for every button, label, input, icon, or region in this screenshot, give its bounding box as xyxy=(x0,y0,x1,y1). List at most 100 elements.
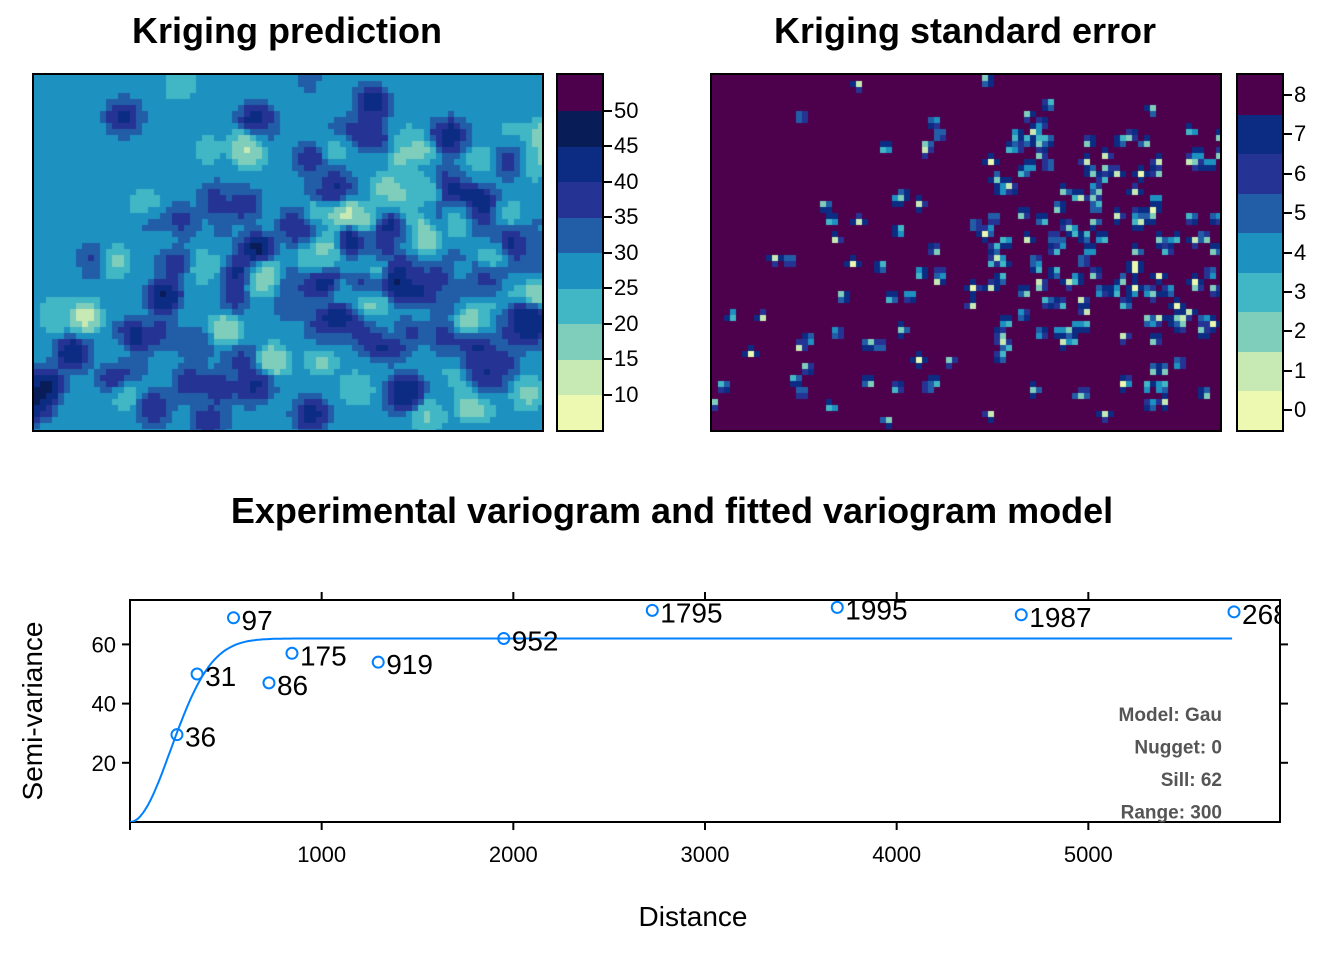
point-label: 919 xyxy=(386,649,433,680)
colorbar-band xyxy=(1238,390,1282,430)
x-tick-label: 5000 xyxy=(1064,842,1113,867)
variogram-title: Experimental variogram and fitted variog… xyxy=(230,490,1114,531)
colorbar-tick-label: 15 xyxy=(614,346,639,371)
colorbar-band xyxy=(558,146,602,182)
colorbar-tick xyxy=(604,322,612,325)
colorbar-band xyxy=(1238,193,1282,234)
colorbar-band xyxy=(558,323,602,360)
variogram-point xyxy=(262,676,276,690)
colorbar-tick-label: 35 xyxy=(614,204,639,229)
colorbar-band xyxy=(1238,272,1282,313)
y-tick-label: 20 xyxy=(92,751,116,776)
variogram-point xyxy=(170,728,184,742)
colorbar-tick xyxy=(604,287,612,289)
colorbar-band xyxy=(558,110,602,147)
stderr-title: Kriging standard error xyxy=(773,10,1157,51)
colorbar-tick-label: 0 xyxy=(1294,397,1307,423)
plot-frame xyxy=(129,599,1281,823)
stderr-raster xyxy=(712,75,1220,430)
point-label: 175 xyxy=(300,640,347,671)
colorbar-band xyxy=(558,394,602,430)
variogram-plot: 1000 2000 3000 4000 5000 20 40 60 Distance Semi-v… xyxy=(17,592,1289,932)
colorbar-tick-label: 20 xyxy=(614,310,639,336)
colorbar-tick xyxy=(604,180,612,183)
stderr-map xyxy=(710,73,1222,432)
prediction-raster xyxy=(34,75,542,430)
colorbar-band xyxy=(558,252,602,289)
point-label: 1995 xyxy=(845,594,907,625)
colorbar-tick-label: 30 xyxy=(614,239,639,265)
colorbar-tick xyxy=(1284,290,1292,293)
colorbar-tick xyxy=(1284,369,1292,372)
colorbar-tick xyxy=(604,109,612,112)
colorbar-tick-label: 5 xyxy=(1294,200,1307,226)
colorbar-tick xyxy=(604,216,612,218)
x-tick-label: 1000 xyxy=(297,842,346,867)
colorbar-tick-label: 40 xyxy=(614,168,639,194)
colorbar-tick xyxy=(604,145,612,147)
colorbar-tick-label: 25 xyxy=(614,275,639,300)
colorbar-band xyxy=(1238,153,1282,194)
colorbar-tick-label: 4 xyxy=(1294,239,1307,265)
point-label: 97 xyxy=(242,605,273,636)
colorbar-tick-label: 1 xyxy=(1294,357,1307,383)
model-annotation: Range: 300 xyxy=(1121,803,1222,824)
variogram-point xyxy=(1014,608,1028,622)
colorbar-tick-label: 45 xyxy=(614,133,639,158)
variogram-point xyxy=(830,600,844,614)
stderr-colorbar xyxy=(1236,73,1284,432)
fitted-model-line xyxy=(130,637,1233,822)
colorbar-tick xyxy=(604,358,612,360)
model-annotation: Model: Gau xyxy=(1119,705,1222,726)
colorbar-band xyxy=(1238,311,1282,352)
point-label: 36 xyxy=(185,722,216,753)
point-label: 268 xyxy=(1242,599,1289,630)
x-tick-label: 4000 xyxy=(872,842,921,867)
colorbar-band xyxy=(558,217,602,253)
colorbar-tick xyxy=(1284,409,1292,412)
colorbar-band xyxy=(558,181,602,218)
colorbar-tick xyxy=(1284,251,1292,254)
variogram-point xyxy=(190,667,204,681)
prediction-colorbar xyxy=(556,73,604,432)
colorbar-band xyxy=(1238,75,1282,115)
colorbar-band xyxy=(558,288,602,324)
y-tick-label: 60 xyxy=(92,632,116,657)
point-label: 86 xyxy=(277,670,308,701)
point-label: 1795 xyxy=(660,597,722,628)
colorbar-tick-label: 3 xyxy=(1294,278,1307,304)
variogram-point xyxy=(227,611,240,625)
colorbar-tick-label: 7 xyxy=(1294,121,1307,147)
colorbar-tick-label: 50 xyxy=(614,97,639,123)
variogram-point xyxy=(285,646,299,660)
point-label: 31 xyxy=(205,661,236,692)
y-tick-label: 40 xyxy=(92,692,116,717)
colorbar-band xyxy=(558,75,602,111)
colorbar-band xyxy=(558,359,602,395)
x-tick-label: 2000 xyxy=(489,842,538,867)
variogram-point xyxy=(371,655,385,669)
colorbar-tick-label: 2 xyxy=(1294,318,1307,344)
colorbar-band xyxy=(1238,351,1282,392)
point-label: 1987 xyxy=(1029,602,1091,633)
y-axis-label: Semi-variance xyxy=(17,622,48,801)
colorbar-tick xyxy=(1284,133,1292,136)
colorbar-tick-label: 6 xyxy=(1294,160,1307,186)
colorbar-band xyxy=(1238,114,1282,155)
prediction-title: Kriging prediction xyxy=(132,10,442,51)
prediction-map xyxy=(32,73,544,432)
colorbar-tick xyxy=(604,251,612,254)
variogram-point xyxy=(645,603,659,617)
colorbar-tick xyxy=(1284,172,1292,175)
colorbar-tick xyxy=(1284,212,1292,215)
colorbar-tick-label: 10 xyxy=(614,381,639,407)
x-tick-label: 3000 xyxy=(681,842,730,867)
colorbar-band xyxy=(1238,232,1282,273)
point-label: 952 xyxy=(512,625,559,656)
colorbar-tick xyxy=(1284,330,1292,333)
variogram-point xyxy=(1227,605,1241,619)
variogram-point xyxy=(497,631,511,645)
colorbar-tick xyxy=(604,393,612,396)
x-axis-label: Distance xyxy=(639,901,748,932)
